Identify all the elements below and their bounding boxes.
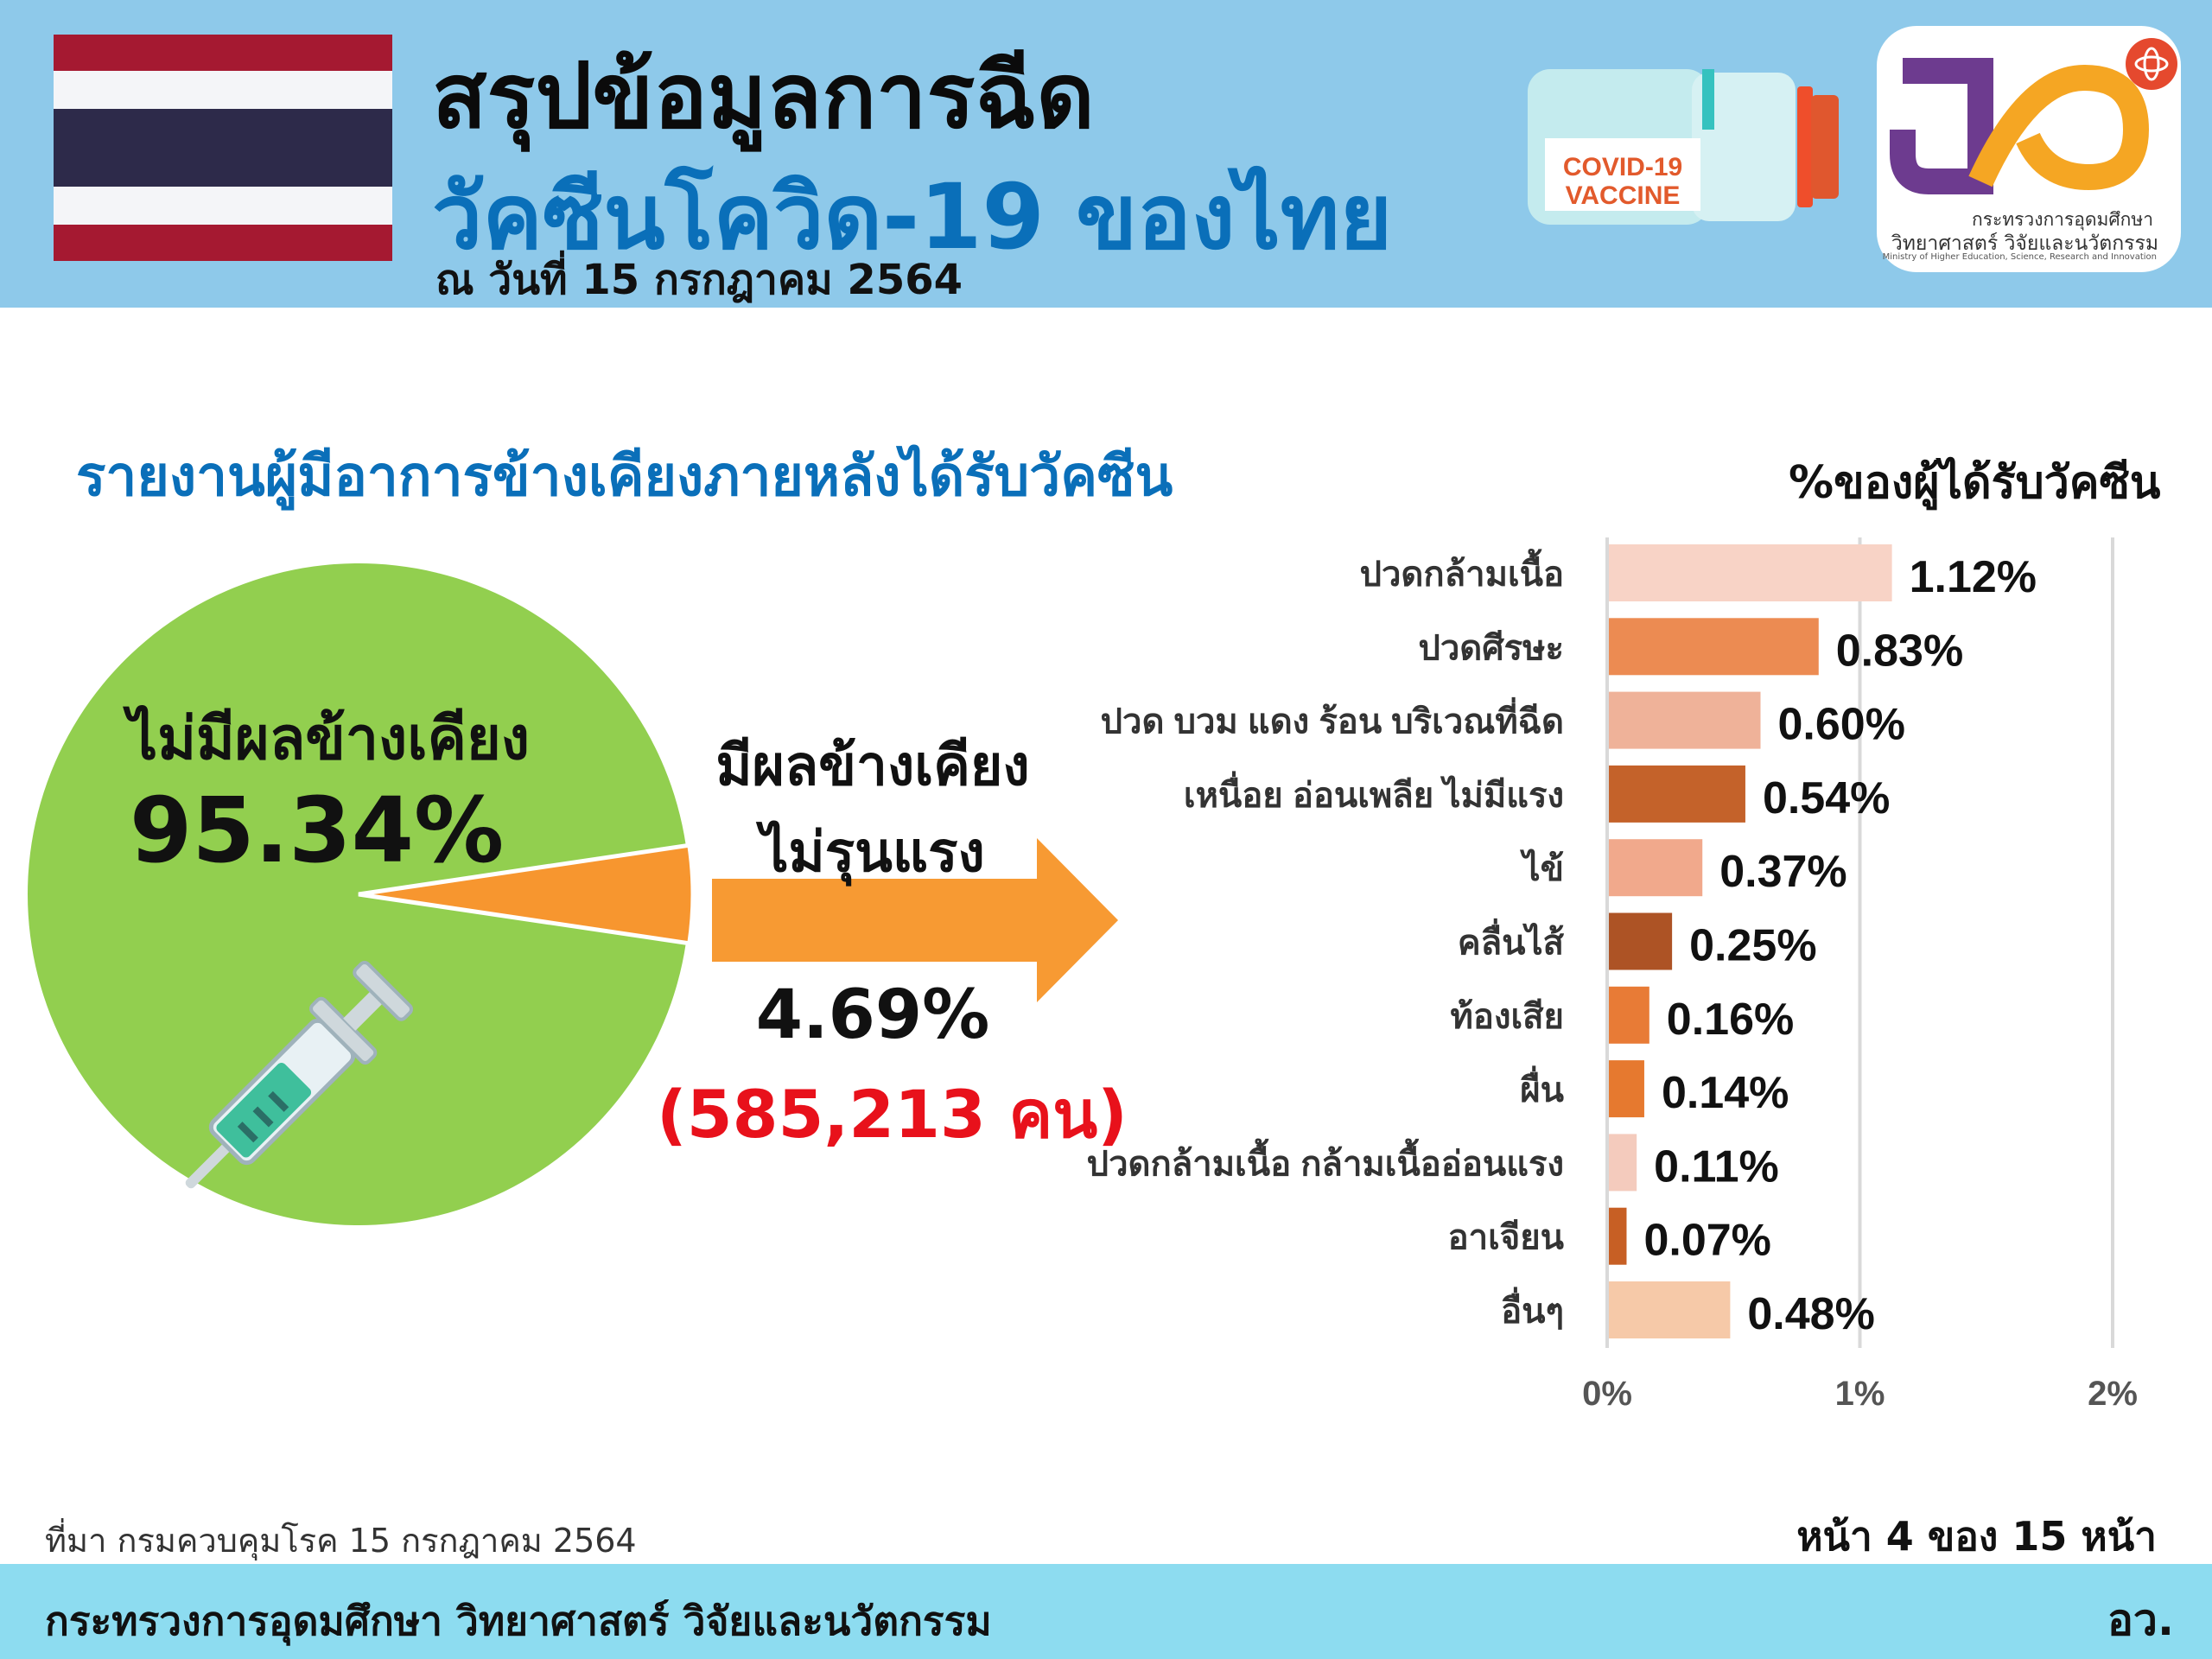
report-date: ณ วันที่ 15 กรกฎาคม 2564 <box>435 256 963 304</box>
side-effect-bar-chart: 0% 1% 2% ปวดกล้ามเนื้อ 1.12% ปวดศีรษะ 0.83% ปวด… <box>1087 537 2138 1413</box>
logo-text-line2: วิทยาศาสตร์ วิจัยและนวัตกรรม <box>1891 232 2158 255</box>
header-banner: สรุปข้อมูลการฉีด วัคซีนโควิด-19 ของไทย ณ… <box>0 0 2212 308</box>
category-label: อาเจียน <box>1448 1219 1564 1257</box>
bar <box>1609 765 1745 823</box>
bar <box>1609 839 1703 897</box>
category-label: ท้องเสีย <box>1451 998 1564 1036</box>
section-title: รายงานผู้มีอาการข้างเคียงภายหลังได้รับวั… <box>76 445 1173 509</box>
vaccine-label-line2: VACCINE <box>1566 181 1681 210</box>
value-label: 0.16% <box>1667 995 1794 1045</box>
bar <box>1609 1281 1731 1338</box>
bar <box>1609 912 1673 970</box>
bar <box>1609 618 1819 676</box>
value-label: 0.11% <box>1654 1141 1779 1192</box>
no-effect-label: ไม่มีผลข้างเคียง <box>128 705 531 773</box>
bar <box>1609 986 1649 1044</box>
thai-flag-icon <box>54 35 392 261</box>
footer-banner: กระทรวงการอุดมศึกษา วิทยาศาสตร์ วิจัยและ… <box>0 1564 2212 1659</box>
category-label: ปวดกล้ามเนื้อ กล้ามเนื้ออ่อนแรง <box>1087 1138 1564 1183</box>
mild-effect-label-line1: มีผลข้างเคียง <box>715 734 1030 798</box>
bar <box>1609 1207 1627 1265</box>
syringe-icon <box>185 960 414 1189</box>
value-label: 0.54% <box>1763 773 1890 823</box>
bar <box>1609 544 1892 601</box>
no-effect-value: 95.34% <box>130 778 505 883</box>
x-tick-label: 0% <box>1582 1375 1632 1413</box>
mild-effect-label-line2: ไม่รุนแรง <box>760 821 985 885</box>
side-effect-pie-chart <box>28 563 696 1225</box>
page-number: หน้า 4 ของ 15 หน้า <box>1796 1513 2157 1560</box>
ministry-logo: กระทรวงการอุดมศึกษา วิทยาศาสตร์ วิจัยและ… <box>1877 26 2181 272</box>
value-label: 0.37% <box>1719 847 1847 897</box>
ministry-abbr: อว. <box>2107 1595 2174 1645</box>
category-label: เหนื่อย อ่อนเพลีย ไม่มีแรง <box>1184 771 1564 815</box>
page-title-line2: วัคซีนโควิด-19 ของไทย <box>432 164 1393 270</box>
page-title-line1: สรุปข้อมูลการฉีด <box>432 43 1095 149</box>
bar-chart-title: %ของผู้ได้รับวัคซีน <box>1789 457 2161 509</box>
mhesi-logo-icon <box>1890 38 2177 194</box>
category-label: ผื่น <box>1520 1065 1564 1109</box>
pie-slice-no-effect <box>28 563 686 1225</box>
data-source: ที่มา กรมควบคุมโรค 15 กรกฎาคม 2564 <box>45 1522 637 1560</box>
value-label: 1.12% <box>1910 552 2037 602</box>
bar <box>1609 1134 1637 1192</box>
logo-text-line3: Ministry of Higher Education, Science, R… <box>1882 252 2157 262</box>
category-label: ไข้ <box>1520 849 1564 888</box>
vaccine-label-line1: COVID-19 <box>1563 153 1682 181</box>
x-tick-label: 1% <box>1835 1375 1885 1413</box>
category-label: คลื่นไส้ <box>1458 918 1565 963</box>
x-tick-label: 2% <box>2088 1375 2138 1413</box>
logo-text-line1: กระทรวงการอุดมศึกษา <box>1972 209 2153 230</box>
category-label: อื่นๆ <box>1501 1287 1564 1331</box>
mild-effect-value: 4.69% <box>755 976 990 1054</box>
value-label: 0.25% <box>1689 921 1816 971</box>
bar <box>1609 691 1761 749</box>
category-label: ปวดกล้ามเนื้อ <box>1360 549 1564 594</box>
value-label: 0.48% <box>1747 1289 1874 1339</box>
pie-slice-mild-effect <box>358 842 696 946</box>
value-label: 0.14% <box>1662 1068 1789 1118</box>
value-label: 0.83% <box>1836 626 1963 676</box>
mild-effect-count: (585,213 คน) <box>657 1076 1128 1153</box>
arrow-right-icon <box>712 838 1118 1002</box>
value-label: 0.60% <box>1778 700 1905 750</box>
ministry-name: กระทรวงการอุดมศึกษา วิทยาศาสตร์ วิจัยและ… <box>45 1598 992 1644</box>
bar <box>1609 1060 1644 1118</box>
value-label: 0.07% <box>1643 1216 1770 1266</box>
vaccine-bottle-icon: COVID-19 VACCINE <box>1528 69 1839 225</box>
category-label: ปวด บวม แดง ร้อน บริเวณที่ฉีด <box>1101 697 1564 741</box>
category-label: ปวดศีรษะ <box>1418 629 1564 667</box>
